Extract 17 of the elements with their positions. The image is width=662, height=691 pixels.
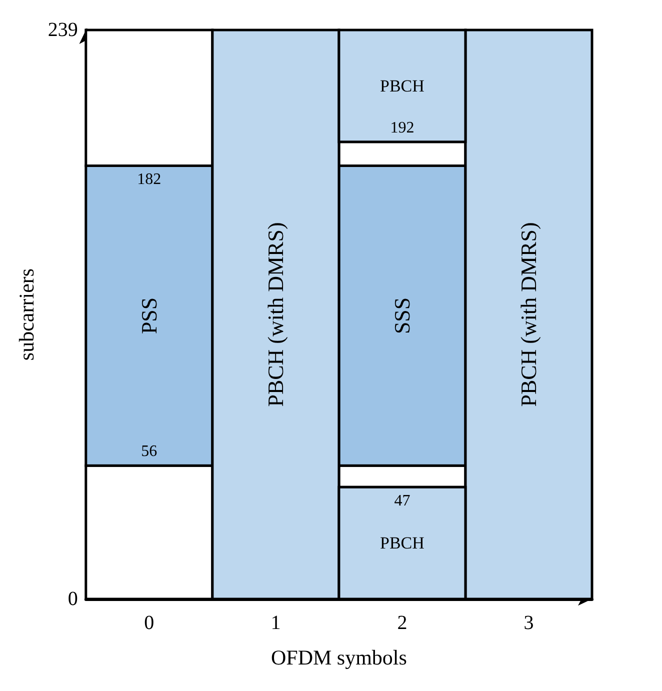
series-label: PBCH [380, 534, 424, 553]
x-axis-title: OFDM symbols [270, 646, 407, 670]
y-axis-title: subcarriers [14, 268, 38, 361]
series-label: PBCH (with DMRS) [263, 222, 288, 407]
annotation: 56 [141, 443, 158, 460]
series-label: SSS [390, 297, 415, 334]
x-tick-label: 2 [397, 612, 408, 634]
series-label: PSS [136, 297, 162, 334]
y-tick-label: 239 [48, 19, 78, 41]
x-tick-label: 1 [270, 612, 281, 634]
annotation: 182 [137, 171, 162, 188]
x-tick-label: 3 [524, 612, 534, 634]
annotation: 47 [394, 492, 410, 510]
x-tick-label: 0 [144, 612, 154, 634]
text: PBCH (with DMRS) [516, 222, 542, 407]
annotation: 192 [390, 119, 414, 136]
series-label: PBCH [380, 76, 424, 96]
